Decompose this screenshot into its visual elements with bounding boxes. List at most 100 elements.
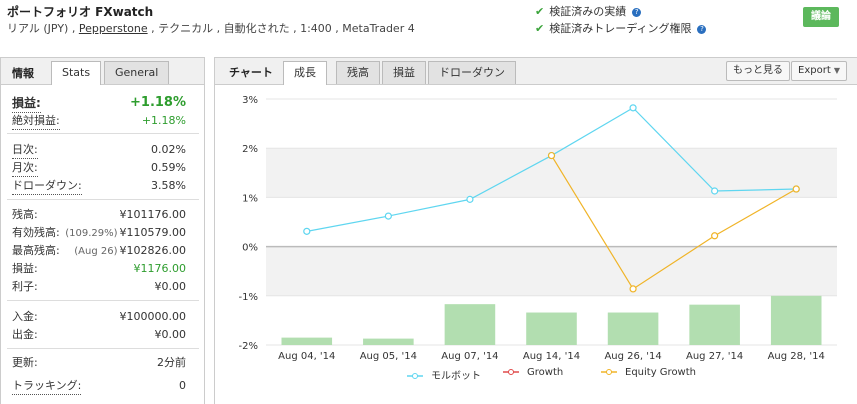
monthly-row: 月次: 0.59% — [12, 160, 186, 177]
abs-gain-value: +1.18% — [141, 114, 186, 127]
withdrawals-row: 出金: ¥0.00 — [12, 327, 186, 343]
data-point — [629, 104, 637, 112]
drawdown-row: ドローダウン: 3.58% — [12, 178, 186, 195]
legend-label: モルボット — [431, 371, 481, 382]
highest-date: (Aug 26) — [74, 246, 118, 257]
daily-value: 0.02% — [151, 143, 186, 156]
series-line — [550, 155, 797, 290]
balance-row: 残高: ¥101176.00 — [12, 207, 186, 223]
abs-gain-label[interactable]: 絶対損益: — [12, 113, 60, 130]
interest-label: 利子: — [12, 280, 38, 293]
profit-value: ¥1176.00 — [133, 262, 187, 275]
equity-percent: (109.29%) — [65, 228, 118, 239]
balance-label: 残高: — [12, 208, 38, 221]
broker-link[interactable]: Pepperstone — [78, 22, 148, 35]
highest-value: ¥102826.00 — [119, 244, 186, 257]
chart-label: チャート — [229, 66, 273, 79]
tracking-label[interactable]: トラッキング: — [12, 378, 82, 395]
stats-panel-header: 情報 Stats General — [1, 58, 204, 85]
balance-value: ¥101176.00 — [119, 208, 186, 221]
divider — [7, 133, 199, 134]
y-tick-label: 3% — [242, 95, 258, 106]
monthly-value: 0.59% — [151, 161, 186, 174]
tracking-row: トラッキング: 0 — [12, 378, 186, 395]
bar — [526, 312, 577, 345]
legend-item-equity-growth[interactable]: Equity Growth — [601, 367, 696, 378]
deposits-label: 入金: — [12, 310, 38, 323]
x-tick-label: Aug 04, '14 — [278, 351, 335, 362]
equity-row: 有効残高: (109.29%) ¥110579.00 — [12, 225, 186, 241]
bar — [689, 304, 740, 345]
data-point — [466, 195, 474, 203]
withdrawals-label: 出金: — [12, 328, 38, 341]
legend-swatch — [407, 372, 423, 380]
drawdown-label[interactable]: ドローダウン: — [12, 178, 82, 195]
tab-growth[interactable]: 成長 — [283, 61, 327, 85]
daily-label[interactable]: 日次: — [12, 142, 38, 159]
interest-row: 利子: ¥0.00 — [12, 279, 186, 295]
data-point — [792, 185, 800, 193]
legend-item-series-1[interactable]: モルボット — [407, 367, 481, 382]
deposits-row: 入金: ¥100000.00 — [12, 309, 186, 325]
verified-track-record: ✔ 検証済みの実績? — [535, 3, 642, 19]
data-point — [629, 285, 637, 293]
help-icon[interactable]: ? — [697, 24, 707, 34]
account-header: ポートフォリオ FXwatch リアル (JPY) , Pepperstone … — [0, 0, 857, 44]
updated-label: 更新: — [12, 356, 38, 369]
legend-swatch — [601, 368, 617, 376]
verified-track-label: 検証済みの実績 — [549, 5, 627, 18]
profit-row: 損益: ¥1176.00 — [12, 261, 186, 277]
subtitle-suffix: , テクニカル , 自動化された , 1:400 , MetaTrader 4 — [147, 22, 415, 35]
bar — [444, 304, 496, 345]
abs-gain-row: 絶対損益: +1.18% — [12, 113, 186, 130]
monthly-label[interactable]: 月次: — [12, 160, 38, 177]
show-more-button[interactable]: もっと見る — [726, 61, 790, 81]
data-point — [303, 227, 311, 235]
data-point — [384, 212, 392, 220]
x-tick-label: Aug 28, '14 — [768, 351, 825, 362]
legend-label: Equity Growth — [625, 367, 696, 378]
equity-value: ¥110579.00 — [119, 226, 186, 239]
bar — [281, 337, 333, 345]
verified-trading-privileges: ✔ 検証済みトレーディング権限? — [535, 20, 707, 36]
gain-row: 損益: +1.18% — [12, 94, 186, 113]
tab-profit[interactable]: 損益 — [382, 61, 426, 84]
tracking-value: 0 — [179, 379, 186, 392]
gain-value: +1.18% — [130, 95, 186, 110]
highest-row: 最高残高: (Aug 26) ¥102826.00 — [12, 243, 186, 259]
legend-swatch — [503, 368, 519, 376]
y-tick-label: -1% — [239, 292, 258, 303]
equity-label: 有効残高: — [12, 226, 60, 239]
withdrawals-value: ¥0.00 — [154, 328, 187, 341]
gain-label[interactable]: 損益: — [12, 94, 41, 113]
check-icon: ✔ — [535, 22, 545, 35]
divider — [7, 199, 199, 200]
discuss-button[interactable]: 議論 — [803, 7, 839, 27]
divider — [7, 348, 199, 349]
drawdown-value: 3.58% — [151, 179, 186, 192]
tab-balance[interactable]: 残高 — [336, 61, 380, 84]
data-point — [711, 187, 719, 195]
y-tick-label: 0% — [242, 243, 258, 254]
stats-panel: 情報 Stats General 損益: +1.18% 絶対損益: +1.18%… — [0, 57, 205, 404]
tab-drawdown[interactable]: ドローダウン — [428, 61, 516, 84]
subtitle-prefix: リアル (JPY) , — [7, 22, 79, 35]
bar — [770, 295, 822, 345]
x-tick-label: Aug 14, '14 — [523, 351, 580, 362]
legend-item-growth[interactable]: Growth — [503, 367, 563, 378]
x-tick-label: Aug 07, '14 — [441, 351, 498, 362]
tab-stats[interactable]: Stats — [51, 61, 102, 85]
tab-general[interactable]: General — [104, 61, 170, 84]
check-icon: ✔ — [535, 5, 545, 18]
x-tick-label: Aug 26, '14 — [604, 351, 661, 362]
help-icon[interactable]: ? — [632, 7, 642, 17]
x-tick-label: Aug 27, '14 — [686, 351, 743, 362]
bar — [607, 312, 659, 345]
grid-band — [266, 246, 837, 296]
info-label: 情報 — [12, 67, 34, 80]
chevron-down-icon: ▼ — [833, 66, 841, 75]
export-label: Export — [798, 65, 831, 76]
x-tick-label: Aug 05, '14 — [360, 351, 417, 362]
export-button[interactable]: Export ▼ — [791, 61, 848, 81]
